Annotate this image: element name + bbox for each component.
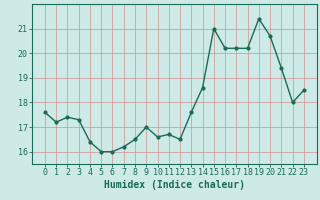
- X-axis label: Humidex (Indice chaleur): Humidex (Indice chaleur): [104, 180, 245, 190]
